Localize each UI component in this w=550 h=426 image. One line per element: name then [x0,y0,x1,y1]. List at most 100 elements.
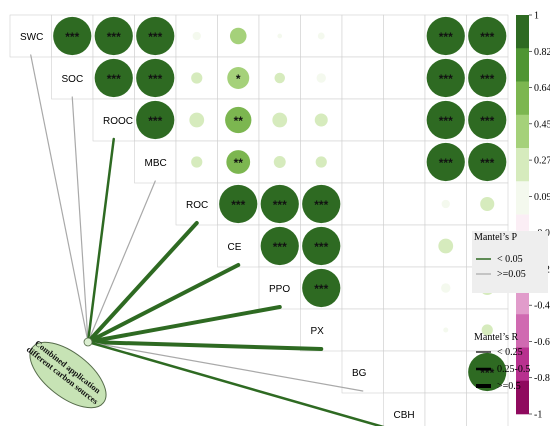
grid-cell-ppo-8 [341,266,384,310]
cell-soc-10 [426,58,465,98]
legend-r-item-medium: 0.25-0.5 [497,364,530,375]
legend-mantel-p: Mantel’s P < 0.05 >=0.05 [472,231,548,293]
grid-cell-cbh-9 [383,392,426,426]
link-bg [87,341,364,392]
grid-cell-roc-4 [175,182,218,226]
grid-cell-swc-8 [341,14,384,58]
grid-cell-swc-9 [383,14,426,58]
grid-cell-px-9 [383,308,426,352]
label-ppo: PPO [269,284,290,295]
sig-soc-3: *** [148,72,162,86]
cell-soc-6 [274,72,285,84]
colorbar-tick-5: 0.09 [534,192,550,203]
cell-mbc-6 [273,156,286,168]
cell-mbc-10 [426,142,465,182]
sig-soc-10: *** [439,72,453,86]
colorbar-tick-8: -0.45 [534,301,550,312]
cell-roc-11 [480,196,495,212]
sig-swc-11: *** [480,30,494,44]
cell-roc-5 [219,184,258,224]
sig-mbc-5: ** [234,156,244,170]
sig-swc-3: *** [148,30,162,44]
cell-rooc-10 [426,100,465,140]
grid-cell-cbh-10 [424,392,467,426]
cell-px-11 [481,324,493,336]
grid-cell-rooc-9 [383,98,426,142]
colorbar-tick-9: -0.64 [534,337,550,348]
link-ce [86,263,241,344]
mantel-links [30,54,385,426]
cell-rooc-5 [225,106,252,134]
label-mbc: MBC [145,158,167,169]
colorbar-segment-3 [516,114,529,149]
group-anchor-point [83,337,93,347]
grid-cell-ce-8 [341,224,384,268]
label-rooc: ROOC [103,116,133,127]
legend-r-item-large: >=0.5 [497,381,521,392]
sig-ce-7: *** [314,240,328,254]
link-roc [86,221,199,344]
correlation-cells: *** *** *** *** ****** *** * *** ****** ** *** ****… [53,16,507,392]
legend-p-item-significant: < 0.05 [497,254,523,265]
colorbar-segment-10 [516,347,529,382]
cell-swc-11 [468,16,507,56]
cell-ce-6 [260,226,299,266]
cell-rooc-3 [136,100,175,140]
link-soc [71,96,89,343]
cell-roc-10 [441,199,450,209]
grid-cell-ce-5 [217,224,260,268]
cell-rooc-4 [189,112,205,128]
sig-ce-6: *** [273,240,287,254]
grid-cell-px-8 [341,308,384,352]
grid-cell-ppo-9 [383,266,426,310]
cell-swc-3 [136,16,175,56]
colorbar-tick-2: 0.64 [534,83,550,94]
cell-soc-2 [94,58,133,98]
cell-soc-11 [468,58,507,98]
grid-cell-mbc-8 [341,140,384,184]
cell-rooc-6 [272,112,288,128]
sig-roc-7: *** [314,198,328,212]
cell-bg-11 [468,352,507,392]
link-mbc [87,180,156,343]
link-ppo [86,305,282,344]
cell-ppo-10 [441,283,451,293]
cell-swc-5 [229,27,247,45]
sig-soc-2: *** [107,72,121,86]
cell-rooc-11 [468,100,507,140]
colorbar: 10.820.640.450.270.09-0.09-0.27-0.45-0.6… [516,11,550,421]
colorbar-segment-1 [516,48,529,82]
colorbar-segment-11 [516,380,529,415]
link-px [86,340,324,351]
sig-roc-6: *** [273,198,287,212]
cell-soc-4 [191,72,203,84]
grid-cell-mbc-3 [134,140,177,184]
cell-swc-1 [53,16,92,56]
legend-p-title: Mantel’s P [474,232,517,243]
colorbar-segment-4 [516,148,529,182]
cell-swc-10 [426,16,465,56]
label-soc: SOC [62,74,84,85]
sig-roc-5: *** [231,198,245,212]
cell-mbc-5 [226,150,251,174]
grid-cell-px-7 [300,308,343,352]
label-px: PX [311,326,325,337]
sig-rooc-10: *** [439,114,453,128]
grid-cell-rooc-8 [341,98,384,142]
grid-cell-mbc-9 [383,140,426,184]
grid-cell-cbh-11 [466,392,509,426]
grid-cell-bg-9 [383,350,426,394]
cell-swc-4 [192,31,201,41]
sig-swc-2: *** [107,30,121,44]
group-ellipse [29,341,107,409]
grid-cell-soc-8 [341,56,384,100]
label-roc: ROC [186,200,208,211]
colorbar-segment-2 [516,81,529,116]
link-swc [30,54,89,343]
cell-swc-6 [277,33,283,39]
sig-soc-5: * [236,72,241,86]
label-bg: BG [352,368,367,379]
legend-r-title: Mantel’s R [474,332,518,343]
sig-swc-1: *** [65,30,79,44]
label-ce: CE [228,242,242,253]
